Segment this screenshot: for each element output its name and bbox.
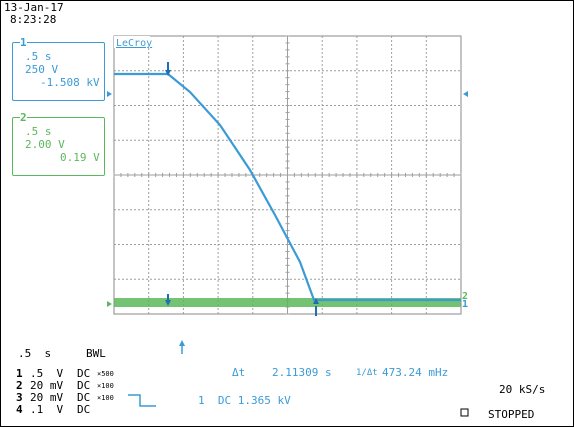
brand-logo: LeCroy <box>116 38 152 49</box>
channel1-number: 1 <box>20 36 27 49</box>
channel1-info-box[interactable]: 1 .5 s 250 V -1.508 kV <box>12 37 105 101</box>
channel-row-probe: ×100 <box>97 394 114 402</box>
channel1-timebase: .5 s <box>25 50 52 63</box>
channel2-trace-band <box>114 298 461 307</box>
time-label: 8:23:28 <box>10 13 57 26</box>
channel2-number: 2 <box>20 111 27 124</box>
trigger-position-arrow[interactable] <box>179 340 185 346</box>
sample-rate: 20 kS/s <box>499 383 546 396</box>
channel-row-probe: ×500 <box>97 370 114 378</box>
bwl-label: BWL <box>86 347 106 360</box>
channel-row-scale: .5 V <box>30 367 64 380</box>
ch1-marker-label-right: 1 <box>462 299 468 310</box>
timebase-label: .5 s <box>18 347 52 360</box>
channel-row-num: 2 <box>16 379 23 392</box>
channel1-value: -1.508 kV <box>40 76 100 89</box>
channel2-value: 0.19 V <box>60 151 100 164</box>
channel-row-coupling: DC <box>77 367 91 380</box>
cursor2-arrow <box>313 298 319 304</box>
channel2-volts-div: 2.00 V <box>25 138 65 151</box>
channel1-volts-div: 250 V <box>25 63 59 76</box>
channel-row-num: 3 <box>16 391 23 404</box>
trigger-info: 1 DC 1.365 kV <box>198 394 291 407</box>
delta-t-label: Δt <box>232 366 246 379</box>
channel-row-num: 4 <box>16 403 23 416</box>
graticule-grid <box>113 35 462 315</box>
channel-row-num: 1 <box>16 367 23 380</box>
channel2-info-box[interactable]: 2 .5 s 2.00 V 0.19 V <box>12 112 105 176</box>
ch2-level-marker-left[interactable] <box>107 301 112 307</box>
brand-bg <box>114 36 150 48</box>
cursor1-upper-arrow <box>165 70 171 76</box>
cursor1-lower-arrow <box>165 300 171 306</box>
stopped-indicator-icon <box>460 408 469 417</box>
channel-row-scale: 20 mV <box>30 379 64 392</box>
frequency-label: 1/Δt <box>356 368 378 378</box>
date-label: 13-Jan-17 <box>4 1 64 14</box>
delta-t-value: 2.11309 s <box>272 366 332 379</box>
cursor-markers <box>165 62 319 316</box>
trigger-edge-icon <box>128 394 156 407</box>
channel-row-scale: 20 mV <box>30 391 64 404</box>
channel-row-probe: ×100 <box>97 382 114 390</box>
channel2-timebase: .5 s <box>25 125 52 138</box>
ch2-marker-label-right: 2 <box>462 291 468 302</box>
channel-row-coupling: DC <box>77 403 91 416</box>
channel1-trace <box>114 72 461 302</box>
frequency-value: 473.24 mHz <box>382 366 449 379</box>
ch1-level-marker-right[interactable] <box>463 91 468 97</box>
channel-row-coupling: DC <box>77 391 91 404</box>
channel-row-scale: .1 V <box>30 403 64 416</box>
ch1-level-marker-left[interactable] <box>107 91 112 97</box>
channel-row-coupling: DC <box>77 379 91 392</box>
run-state: STOPPED <box>488 408 535 421</box>
